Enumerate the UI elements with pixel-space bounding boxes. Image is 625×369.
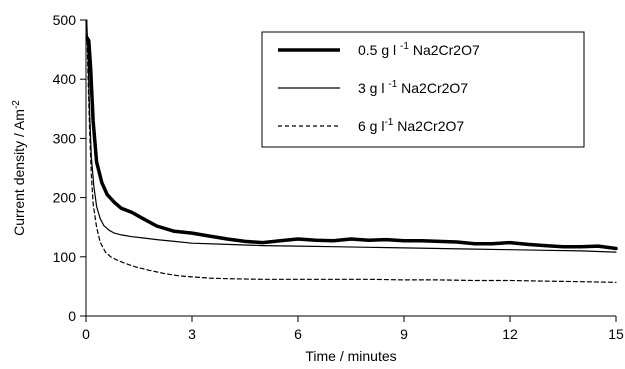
- x-tick-label: 9: [400, 326, 408, 342]
- series-line-1: [85, 36, 618, 251]
- legend-label-3: 6 g l-1 Na2Cr2O7: [358, 117, 464, 134]
- legend-label-part: Na2Cr2O7: [409, 42, 480, 58]
- legend-label-1: 0.5 g l -1 Na2Cr2O7: [358, 41, 480, 58]
- series-line-3: [86, 19, 617, 283]
- legend-label-sup: -1: [388, 79, 397, 90]
- legend-label-sup: -1: [400, 41, 409, 52]
- y-axis-title-sup: -2: [11, 100, 22, 109]
- x-tick-label: 12: [502, 326, 518, 342]
- series-layer: [85, 19, 618, 283]
- x-tick-label: 6: [294, 326, 302, 342]
- y-ticks: 0 100 200 300 400 500: [53, 12, 86, 324]
- legend-label-part: 3 g l: [358, 80, 388, 96]
- legend-label-part: 6 g l: [358, 118, 384, 134]
- y-tick-label: 400: [53, 71, 77, 87]
- legend-label-part: Na2Cr2O7: [397, 80, 468, 96]
- x-tick-label: 0: [82, 326, 90, 342]
- y-tick-label: 300: [53, 130, 77, 146]
- legend-label-part: 0.5 g l: [358, 42, 400, 58]
- y-tick-label: 500: [53, 12, 77, 28]
- x-tick-label: 3: [188, 326, 196, 342]
- legend-label-sup: -1: [384, 117, 393, 128]
- x-axis-title: Time / minutes: [305, 348, 396, 364]
- legend-label-part: Na2Cr2O7: [393, 118, 464, 134]
- plot-frame: [85, 20, 616, 317]
- y-axis-title: Current density / Am-2: [11, 100, 27, 236]
- y-tick-label: 0: [68, 308, 76, 324]
- x-ticks: 0 3 6 9 12 15: [82, 316, 624, 342]
- y-tick-label: 100: [53, 249, 77, 265]
- series-line-2: [86, 19, 617, 253]
- y-axis-title-main: Current density / Am: [11, 109, 27, 236]
- y-tick-label: 200: [53, 190, 77, 206]
- legend-label-2: 3 g l -1 Na2Cr2O7: [358, 79, 468, 96]
- x-tick-label: 15: [608, 326, 624, 342]
